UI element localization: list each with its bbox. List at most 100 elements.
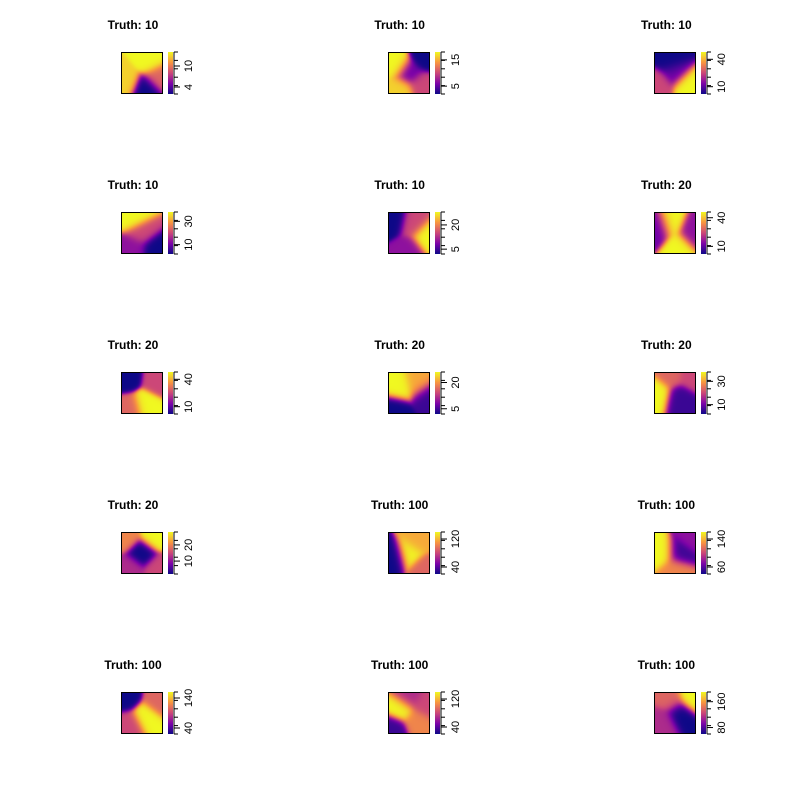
legend-tick-label: 40 — [450, 721, 462, 733]
legend-color-bar — [701, 692, 707, 734]
heatmap-image — [654, 52, 697, 94]
legend-axis: 5 15 — [440, 51, 462, 95]
heatmap-panel: Truth: 10 4 10 — [0, 0, 266, 160]
panel-title: Truth: 100 — [370, 498, 429, 512]
panel-title: Truth: 100 — [637, 658, 695, 672]
legend-axis: 40 120 — [440, 530, 462, 575]
legend-axis: 60 140 — [706, 530, 728, 575]
panel-title: Truth: 100 — [637, 498, 695, 512]
heatmap-image — [121, 372, 163, 414]
legend-axis: 10 30 — [173, 211, 195, 255]
legend-axis: 40 140 — [173, 689, 195, 735]
heatmap-image — [121, 52, 163, 94]
legend-axis: 5 20 — [440, 211, 462, 255]
legend-tick-label: 5 — [450, 83, 462, 89]
legend-tick-label: 40 — [716, 53, 728, 65]
legend-tick-label: 10 — [716, 81, 728, 93]
heatmap-panel: Truth: 20 5 20 — [267, 320, 533, 480]
panel-title: Truth: 20 — [107, 338, 159, 352]
panel-title: Truth: 20 — [107, 498, 159, 512]
legend-color-bar — [168, 52, 173, 94]
heatmap-panel: Truth: 20 10 40 — [533, 160, 799, 320]
legend-tick-label: 10 — [716, 399, 728, 411]
legend-tick-label: 30 — [716, 375, 728, 387]
legend-tick-label: 40 — [716, 212, 728, 224]
legend-color-bar — [701, 52, 707, 94]
heatmap-image — [654, 372, 697, 414]
legend-color-bar — [434, 372, 440, 414]
panel-title: Truth: 20 — [374, 338, 425, 352]
panel-title: Truth: 10 — [107, 178, 159, 192]
legend-tick-label: 140 — [183, 689, 195, 707]
legend-tick-label: 10 — [183, 401, 195, 413]
heatmap-image — [121, 212, 163, 254]
heatmap-panel: Truth: 20 10 30 — [533, 320, 799, 480]
legend-tick-label: 10 — [183, 555, 195, 567]
panel-title: Truth: 10 — [374, 178, 425, 192]
panel-title: Truth: 100 — [104, 658, 162, 672]
legend-tick-label: 10 — [183, 239, 195, 251]
legend-tick-label: 120 — [450, 690, 462, 708]
heatmap-image — [654, 532, 697, 574]
heatmap-image — [387, 52, 430, 94]
legend-tick-label: 30 — [183, 215, 195, 227]
heatmap-panel: Truth: 10 5 15 — [267, 0, 533, 160]
legend-tick-label: 40 — [183, 722, 195, 734]
heatmap-panel: Truth: 100 60 140 — [533, 480, 799, 640]
heatmap-panel: Truth: 20 10 40 — [0, 320, 266, 480]
legend-color-bar — [434, 212, 440, 254]
heatmap-panel: Truth: 100 40 120 — [267, 480, 533, 640]
legend-axis: 5 20 — [440, 371, 462, 415]
legend-color-bar — [168, 212, 173, 254]
heatmap-panel: Truth: 100 80 160 — [533, 640, 799, 800]
heatmap-image — [387, 692, 430, 734]
heatmap-image — [654, 212, 697, 254]
heatmap-panel: Truth: 100 40 120 — [267, 640, 533, 800]
heatmap-panel: Truth: 10 5 20 — [267, 160, 533, 320]
legend-axis: 80 160 — [706, 691, 728, 735]
legend-axis: 10 40 — [706, 51, 728, 95]
heatmap-panel: Truth: 100 40 140 — [0, 640, 266, 800]
legend-tick-label: 20 — [450, 219, 462, 231]
legend-tick-label: 10 — [183, 60, 195, 72]
legend-tick-label: 120 — [450, 530, 462, 548]
legend-color-bar — [168, 532, 173, 574]
legend-tick-label: 4 — [183, 84, 195, 90]
panel-title: Truth: 100 — [370, 658, 429, 672]
legend-tick-label: 140 — [716, 530, 728, 548]
heatmap-image — [121, 532, 163, 574]
legend-tick-label: 40 — [450, 561, 462, 573]
legend-color-bar — [434, 52, 440, 94]
panel-title: Truth: 10 — [107, 18, 159, 32]
legend-tick-label: 10 — [716, 240, 728, 252]
legend-tick-label: 5 — [450, 406, 462, 412]
heatmap-image — [654, 692, 697, 734]
legend-color-bar — [701, 532, 707, 574]
legend-tick-label: 60 — [716, 561, 728, 573]
panel-title: Truth: 10 — [640, 18, 692, 32]
legend-tick-label: 20 — [450, 376, 462, 388]
legend-axis: 40 120 — [440, 690, 462, 735]
heatmap-panel: Truth: 10 10 40 — [533, 0, 799, 160]
legend-tick-label: 40 — [183, 373, 195, 385]
heatmap-image — [387, 532, 430, 574]
legend-tick-label: 5 — [450, 246, 462, 252]
legend-color-bar — [168, 692, 173, 734]
panel-title: Truth: 10 — [374, 18, 425, 32]
legend-color-bar — [701, 372, 707, 414]
heatmap-panel: Truth: 20 10 20 — [0, 480, 266, 640]
legend-color-bar — [434, 692, 440, 734]
legend-color-bar — [701, 212, 707, 254]
panel-title: Truth: 20 — [640, 338, 692, 352]
legend-tick-label: 20 — [183, 539, 195, 551]
legend-tick-label: 80 — [716, 721, 728, 733]
legend-tick-label: 160 — [716, 693, 728, 711]
legend-axis: 10 40 — [173, 371, 195, 415]
heatmap-panel: Truth: 10 10 30 — [0, 160, 266, 320]
panel-title: Truth: 20 — [640, 178, 692, 192]
heatmap-image — [387, 212, 430, 254]
legend-color-bar — [434, 532, 440, 574]
legend-axis: 4 10 — [173, 51, 195, 95]
